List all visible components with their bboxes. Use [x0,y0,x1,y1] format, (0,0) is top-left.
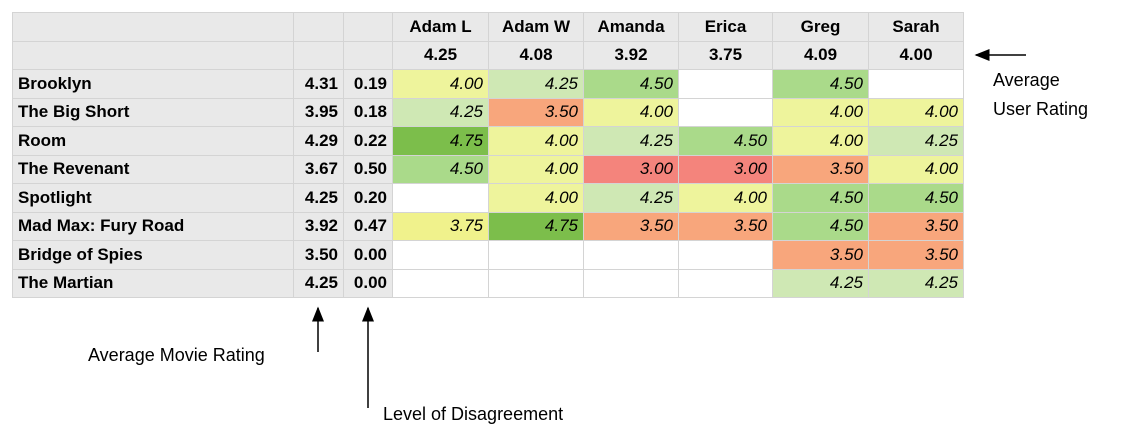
rating-cell: 4.25 [488,69,584,99]
movie-row: The Martian 4.25 0.00 4.25 4.25 [12,268,964,298]
movie-average: 3.50 [293,240,344,270]
movie-name: The Revenant [12,154,294,184]
disagreement: 0.20 [343,183,393,213]
disagreement: 0.22 [343,126,393,156]
rating-cell: 4.25 [392,97,489,127]
rating-cell: 4.00 [488,126,584,156]
rating-cell: 4.50 [772,183,869,213]
rating-cell: 3.50 [772,154,869,184]
movie-row: The Big Short 3.95 0.18 4.25 3.50 4.00 4.00 4.0… [12,97,964,127]
movie-average: 3.92 [293,211,344,241]
header-cell [12,12,294,42]
ratings-table: Adam L Adam W Amanda Erica Greg Sarah 4.25 4.08… [12,12,964,298]
movie-average: 3.67 [293,154,344,184]
annotation: Average [993,70,1060,90]
rating-cell: 3.00 [583,154,679,184]
user-name: Amanda [583,12,679,42]
rating-cell: 3.50 [488,97,584,127]
rating-cell: 4.00 [488,183,584,213]
rating-cell: 4.50 [772,69,869,99]
rating-cell: 4.25 [583,126,679,156]
rating-cell: 4.50 [583,69,679,99]
rating-cell: 3.50 [772,240,869,270]
movie-row: Mad Max: Fury Road 3.92 0.47 3.75 4.75 3.50 3.… [12,211,964,241]
header-cell [343,12,393,42]
rating-cell [868,69,964,99]
rating-cell: 4.25 [772,268,869,298]
rating-cell [678,97,773,127]
movie-row: Spotlight 4.25 0.20 4.00 4.25 4.00 4.50 4.50 [12,183,964,213]
rating-cell: 4.00 [868,97,964,127]
rating-cell [488,268,584,298]
movie-row: The Revenant 3.67 0.50 4.50 4.00 3.00 3.00 3.50… [12,154,964,184]
rating-cell [678,268,773,298]
rating-cell: 4.75 [488,211,584,241]
rating-cell: 3.50 [583,211,679,241]
annotation: Average Movie Rating [88,345,265,365]
rating-cell [583,268,679,298]
user-name: Sarah [868,12,964,42]
rating-cell: 4.50 [392,154,489,184]
rating-cell: 3.00 [678,154,773,184]
rating-cell: 3.50 [868,240,964,270]
annotation: Level of Disagreement [383,404,564,424]
rating-cell: 4.00 [678,183,773,213]
user-average: 4.25 [392,40,489,70]
rating-cell: 3.50 [868,211,964,241]
user-average: 4.00 [868,40,964,70]
rating-cell: 4.00 [583,97,679,127]
movie-average: 4.25 [293,268,344,298]
rating-cell: 3.75 [392,211,489,241]
disagreement: 0.18 [343,97,393,127]
rating-cell: 4.00 [392,69,489,99]
movie-average: 4.31 [293,69,344,99]
disagreement: 0.19 [343,69,393,99]
header-row: Adam L Adam W Amanda Erica Greg Sarah [12,12,964,42]
rating-cell: 4.50 [772,211,869,241]
user-name: Adam L [392,12,489,42]
movie-name: Brooklyn [12,69,294,99]
user-name: Erica [678,12,773,42]
rating-cell: 4.25 [868,268,964,298]
annotation: User Rating [993,99,1089,119]
movie-average: 4.29 [293,126,344,156]
user-name: Greg [772,12,869,42]
rating-cell: 4.25 [868,126,964,156]
movie-name: The Martian [12,268,294,298]
disagreement: 0.47 [343,211,393,241]
header-cell [293,40,344,70]
movie-average: 4.25 [293,183,344,213]
rating-cell: 3.50 [678,211,773,241]
movie-name: The Big Short [12,97,294,127]
movie-average: 3.95 [293,97,344,127]
disagreement: 0.00 [343,240,393,270]
movie-name: Room [12,126,294,156]
rating-cell [678,69,773,99]
user-average: 4.08 [488,40,584,70]
movie-row: Brooklyn 4.31 0.19 4.00 4.25 4.50 4.50 [12,69,964,99]
user-name: Adam W [488,12,584,42]
rating-cell [678,240,773,270]
rating-cell: 4.00 [488,154,584,184]
user-average: 3.75 [678,40,773,70]
header-cell [343,40,393,70]
rating-cell [488,240,584,270]
rating-cell: 4.50 [678,126,773,156]
rating-cell: 4.00 [772,97,869,127]
rating-cell: 4.00 [868,154,964,184]
movie-row: Room 4.29 0.22 4.75 4.00 4.25 4.50 4.00 4.25 [12,126,964,156]
movie-name: Spotlight [12,183,294,213]
header-cell [12,40,294,70]
